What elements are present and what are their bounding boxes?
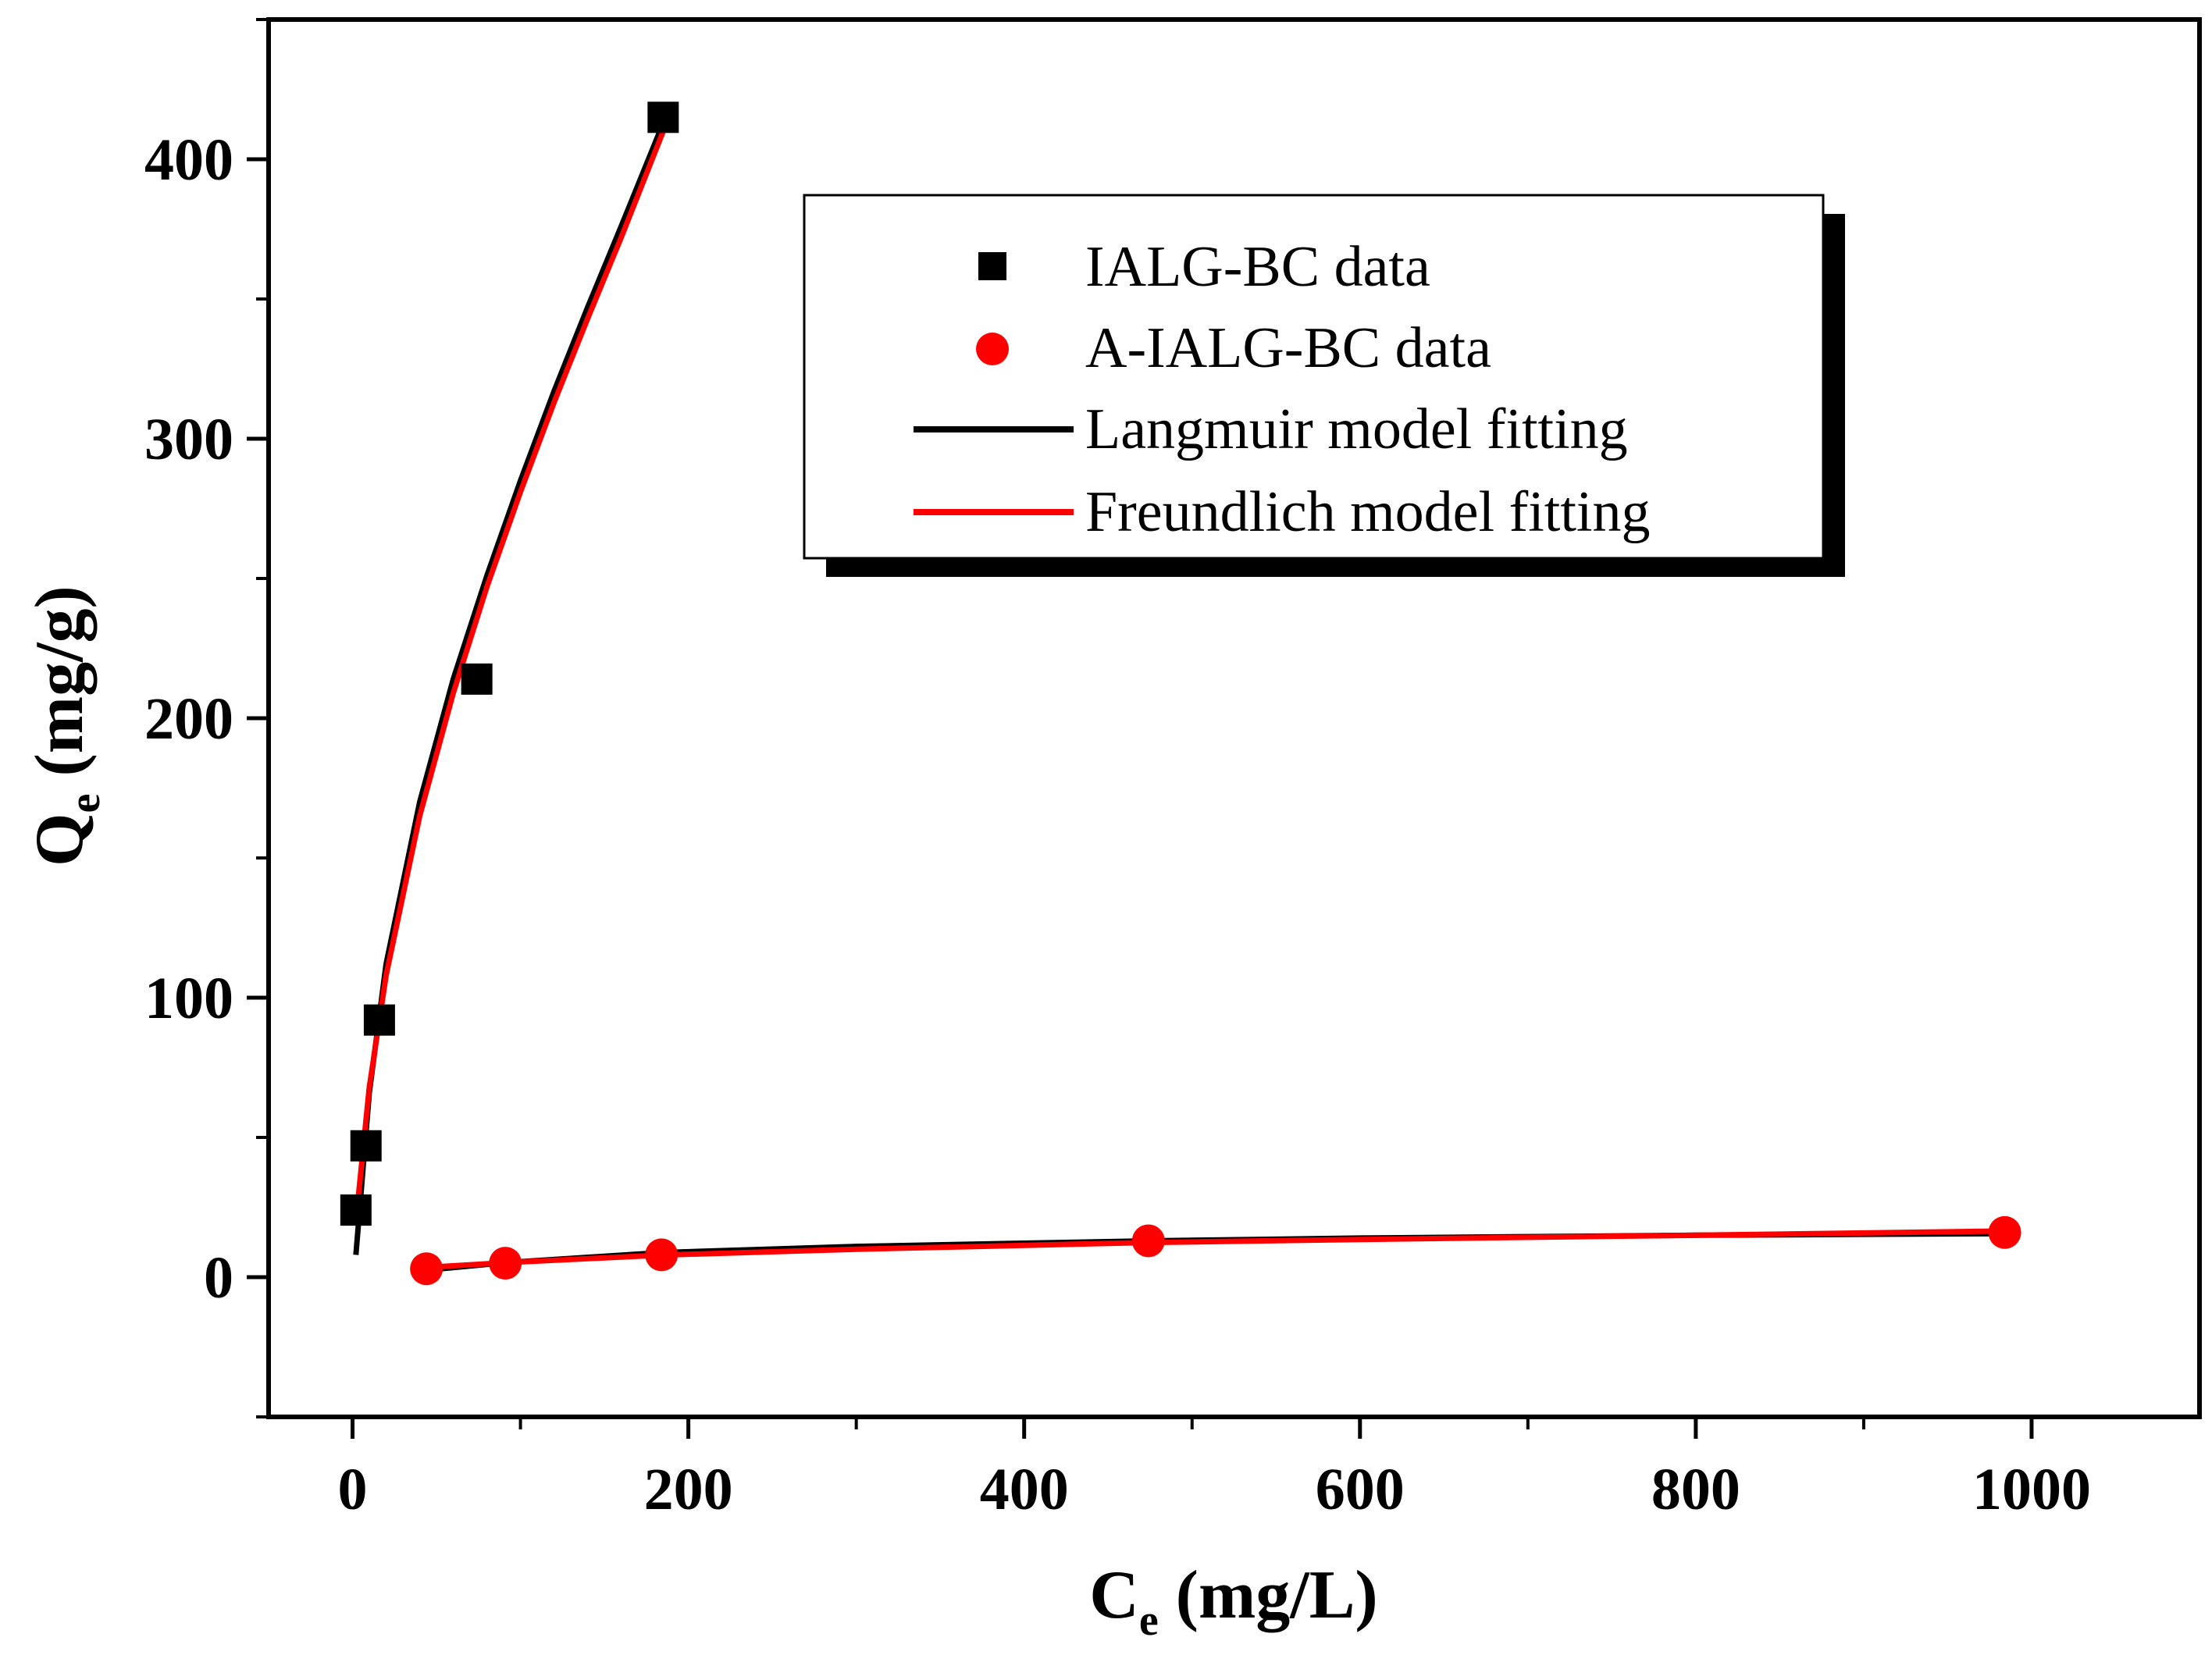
ialg-bc-point <box>461 663 493 695</box>
y-axis-ticks: 0 100 200 300 400 <box>144 18 269 1418</box>
legend-square-marker <box>978 252 1006 280</box>
y-tick-label: 100 <box>144 966 233 1031</box>
a-ialg-bc-point <box>1988 1215 2021 1249</box>
data-points <box>340 101 2021 1286</box>
x-axis-title: Ce (mg/L) <box>1089 1557 1377 1645</box>
legend-label-a-ialg-bc: A-IALG-BC data <box>1085 316 1491 380</box>
x-axis-ticks: 0 200 400 600 800 1000 <box>338 1417 2091 1522</box>
a-ialg-bc-point <box>489 1247 522 1280</box>
legend-label-freundlich: Freundlich model fitting <box>1085 480 1650 544</box>
ialg-bc-point <box>350 1130 382 1162</box>
freundlich-model-fitting-segment <box>426 1228 2005 1270</box>
y-tick-label: 400 <box>144 127 233 193</box>
ialg-bc-point <box>647 101 679 133</box>
x-tick-label: 200 <box>644 1457 733 1522</box>
x-tick-label: 1000 <box>1972 1457 2091 1522</box>
x-tick-label: 800 <box>1651 1457 1740 1522</box>
a-ialg-bc-point <box>645 1238 679 1272</box>
y-tick-label: 200 <box>144 686 233 752</box>
x-tick-label: 0 <box>338 1457 368 1522</box>
y-axis-title: Qe (mg/g) <box>22 585 109 867</box>
legend-circle-marker <box>976 333 1009 365</box>
legend-label-langmuir: Langmuir model fitting <box>1085 397 1628 461</box>
legend-label-ialg-bc: IALG-BC data <box>1085 235 1430 299</box>
y-tick-label: 300 <box>144 407 233 472</box>
ialg-bc-point <box>340 1194 372 1226</box>
a-ialg-bc-point <box>1131 1224 1165 1258</box>
legend: IALG-BC data A-IALG-BC data Langmuir mod… <box>803 194 1845 577</box>
y-tick-label: 0 <box>204 1245 233 1311</box>
ialg-bc-point <box>363 1004 395 1036</box>
a-ialg-bc-point <box>410 1252 443 1286</box>
x-tick-label: 600 <box>1316 1457 1405 1522</box>
legend-box <box>803 194 1825 560</box>
x-tick-label: 400 <box>980 1457 1069 1522</box>
